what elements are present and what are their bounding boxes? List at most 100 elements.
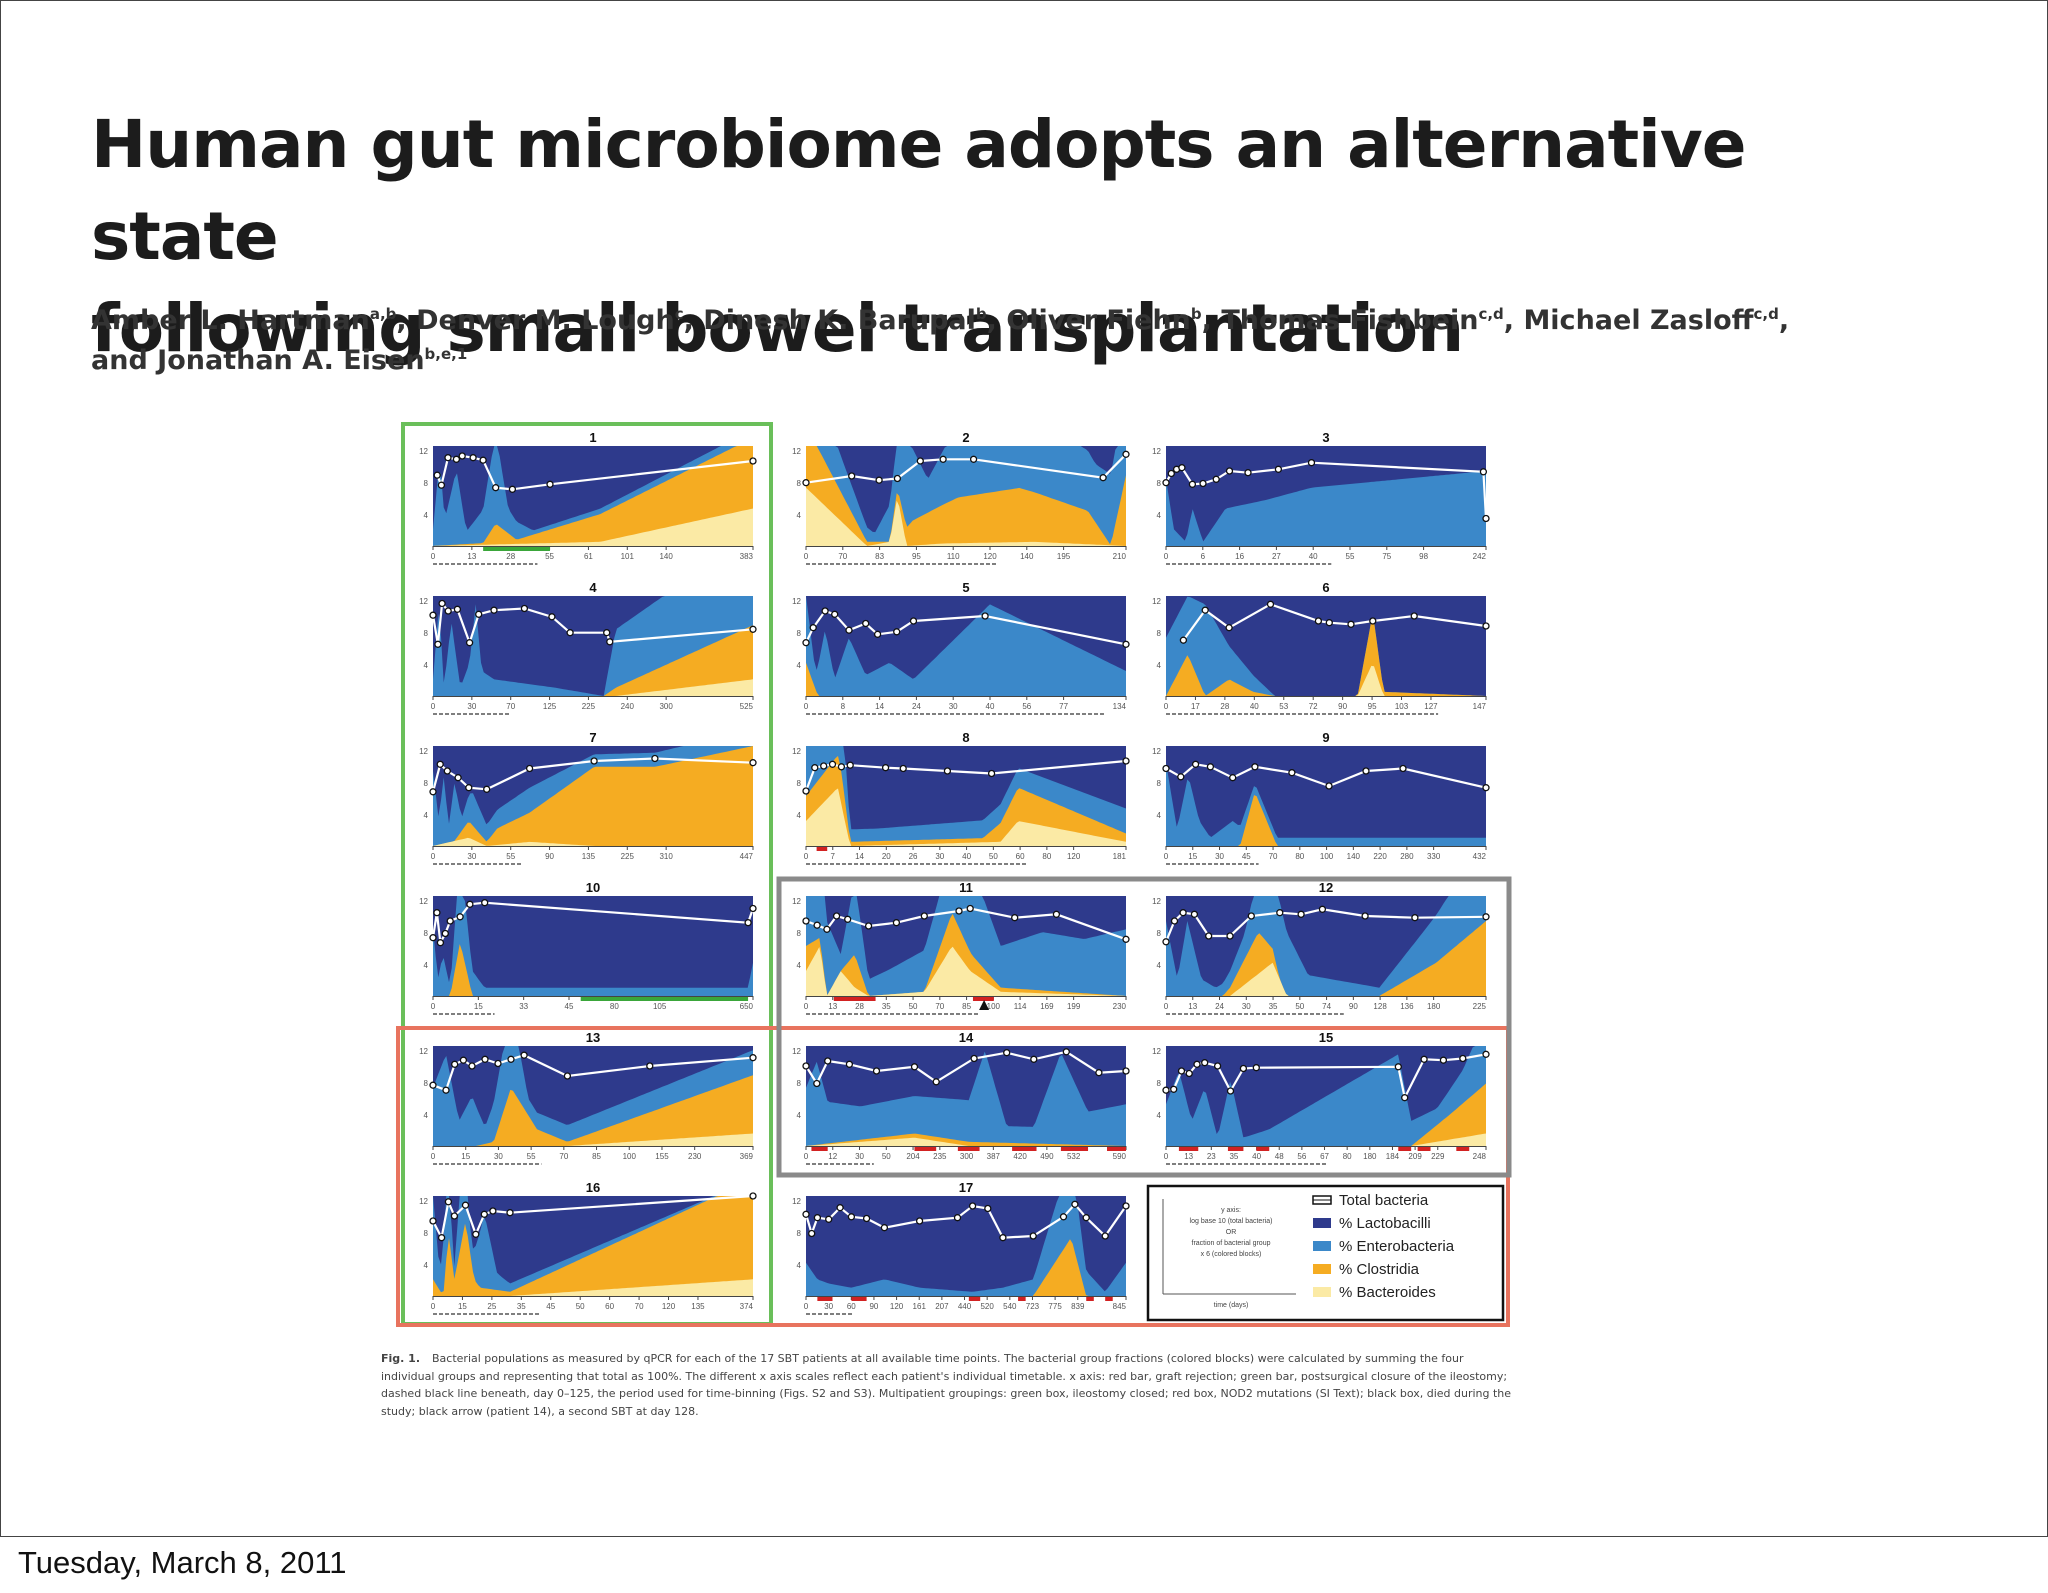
total-bacteria-point	[1201, 1059, 1209, 1067]
x-tick-label: 28	[855, 1002, 864, 1011]
total-bacteria-point	[1177, 773, 1185, 781]
x-tick-label: 0	[1164, 852, 1169, 861]
total-bacteria-point	[1274, 465, 1283, 473]
x-tick-label: 0	[804, 1002, 809, 1011]
x-tick-label: 369	[740, 1152, 754, 1161]
graft-rejection-bar	[914, 1147, 937, 1151]
total-bacteria-point	[749, 759, 757, 767]
panel-2: 2 12 8 4 0 70 83 95 110 120 140 195 210	[792, 430, 1130, 565]
y-tick-label: 4	[424, 1111, 429, 1120]
total-bacteria-point	[1361, 912, 1369, 920]
total-bacteria-point	[1226, 1087, 1235, 1095]
x-tick-label: 67	[1320, 1152, 1329, 1161]
total-bacteria-point	[1252, 1064, 1260, 1072]
bacteroides-area	[806, 946, 1126, 996]
x-tick-label: 48	[1275, 1152, 1284, 1161]
slide-date: Tuesday, March 8, 2011	[18, 1545, 347, 1580]
total-bacteria-point	[490, 606, 498, 614]
x-tick-label: 374	[740, 1302, 754, 1311]
total-bacteria-point	[881, 764, 890, 772]
total-bacteria-point	[437, 1234, 446, 1242]
y-tick-label: 4	[797, 511, 802, 520]
x-tick-label: 120	[890, 1302, 904, 1311]
graft-rejection-bar	[851, 1297, 867, 1301]
enterobacteria-area	[1166, 471, 1486, 546]
enterobacteria-area	[1166, 1046, 1486, 1146]
x-tick-label: 12	[828, 1152, 837, 1161]
y-tick-label: 8	[1157, 779, 1162, 788]
bacteroides-area	[806, 1137, 1126, 1146]
x-tick-label: 35	[1229, 1152, 1238, 1161]
x-tick-label: 27	[1272, 552, 1281, 561]
x-tick-label: 230	[688, 1152, 702, 1161]
panel-title: 2	[962, 430, 969, 445]
x-tick-label: 30	[855, 1152, 864, 1161]
y-tick-label: 4	[424, 1261, 429, 1270]
panel-14: 14 12 8 4 0 12 30 50 204 235 300 387 420 490 532 590	[792, 1030, 1130, 1165]
x-tick-label: 330	[1427, 852, 1441, 861]
title-line-1: Human gut microbiome adopts an alternati…	[91, 106, 1747, 275]
y-tick-label: 8	[424, 629, 429, 638]
x-tick-label: 135	[691, 1302, 705, 1311]
x-tick-label: 14	[875, 702, 884, 711]
y-tick-label: 8	[1157, 1079, 1162, 1088]
panel-title: 8	[962, 730, 969, 745]
legend-label-lactobacilli: % Lactobacilli	[1339, 1215, 1431, 1232]
graft-rejection-bar	[1456, 1147, 1470, 1151]
panel-10: 10 12 8 4 0 15 33 45 80 105 650	[419, 880, 757, 1015]
x-tick-label: 128	[1373, 1002, 1387, 1011]
x-tick-label: 15	[1188, 852, 1197, 861]
x-tick-label: 0	[1164, 1152, 1169, 1161]
x-tick-label: 839	[1071, 1302, 1085, 1311]
x-tick-label: 100	[623, 1152, 637, 1161]
panel-16: 16 12 8 4 0 15 25 35 45 50 60 70 120 135 374	[419, 1180, 757, 1315]
total-bacteria-point	[494, 1059, 502, 1068]
y-tick-label: 4	[797, 1111, 802, 1120]
total-bacteria-line	[432, 1194, 754, 1242]
total-bacteria-point	[1439, 1056, 1448, 1064]
x-tick-label: 229	[1431, 1152, 1445, 1161]
total-bacteria-point	[802, 1062, 810, 1070]
total-bacteria-point	[1420, 1055, 1428, 1063]
x-tick-label: 77	[1059, 702, 1068, 711]
y-tick-label: 4	[797, 961, 802, 970]
clostridia-area	[806, 1239, 1126, 1296]
legend-label-total: Total bacteria	[1339, 1192, 1429, 1209]
total-bacteria-point	[916, 457, 924, 465]
x-tick-label: 0	[1164, 1002, 1169, 1011]
caption-label: Fig. 1.	[381, 1352, 420, 1365]
total-bacteria-point	[749, 904, 757, 913]
bacteroides-area	[433, 1279, 753, 1296]
x-tick-label: 101	[621, 552, 635, 561]
y-tick-label: 12	[792, 1047, 801, 1056]
total-bacteria-point	[443, 767, 451, 775]
total-bacteria-point	[1459, 1054, 1467, 1063]
paper-title: Human gut microbiome adopts an alternati…	[91, 99, 1941, 375]
y-tick-label: 8	[797, 779, 802, 788]
graft-rejection-bar	[1060, 1147, 1089, 1151]
x-tick-label: 85	[962, 1002, 971, 1011]
total-bacteria-point	[525, 764, 534, 773]
author-list: Amber L. Hartmana,b, Denver M. Loughc, D…	[91, 305, 1790, 376]
total-bacteria-point	[1239, 1064, 1248, 1073]
total-bacteria-point	[1122, 450, 1130, 458]
total-bacteria-point	[1225, 467, 1234, 475]
x-tick-label: 134	[1113, 702, 1127, 711]
total-bacteria-point	[847, 1213, 856, 1221]
total-bacteria-point	[1201, 606, 1209, 614]
total-bacteria-point	[651, 754, 659, 763]
x-tick-label: 532	[1067, 1152, 1081, 1161]
author-affiliation: b	[1190, 305, 1202, 323]
graft-rejection-bar	[1107, 1147, 1126, 1151]
total-bacteria-point	[984, 1204, 992, 1213]
total-bacteria-point	[489, 1207, 497, 1215]
x-tick-label: 50	[989, 852, 998, 861]
total-bacteria-point	[910, 1063, 919, 1071]
x-tick-label: 383	[740, 552, 754, 561]
legend-label-enterobacteria: % Enterobacteria	[1339, 1238, 1455, 1255]
x-tick-label: 75	[1382, 552, 1391, 561]
total-bacteria-line	[1165, 1053, 1487, 1102]
total-bacteria-point	[749, 457, 757, 465]
